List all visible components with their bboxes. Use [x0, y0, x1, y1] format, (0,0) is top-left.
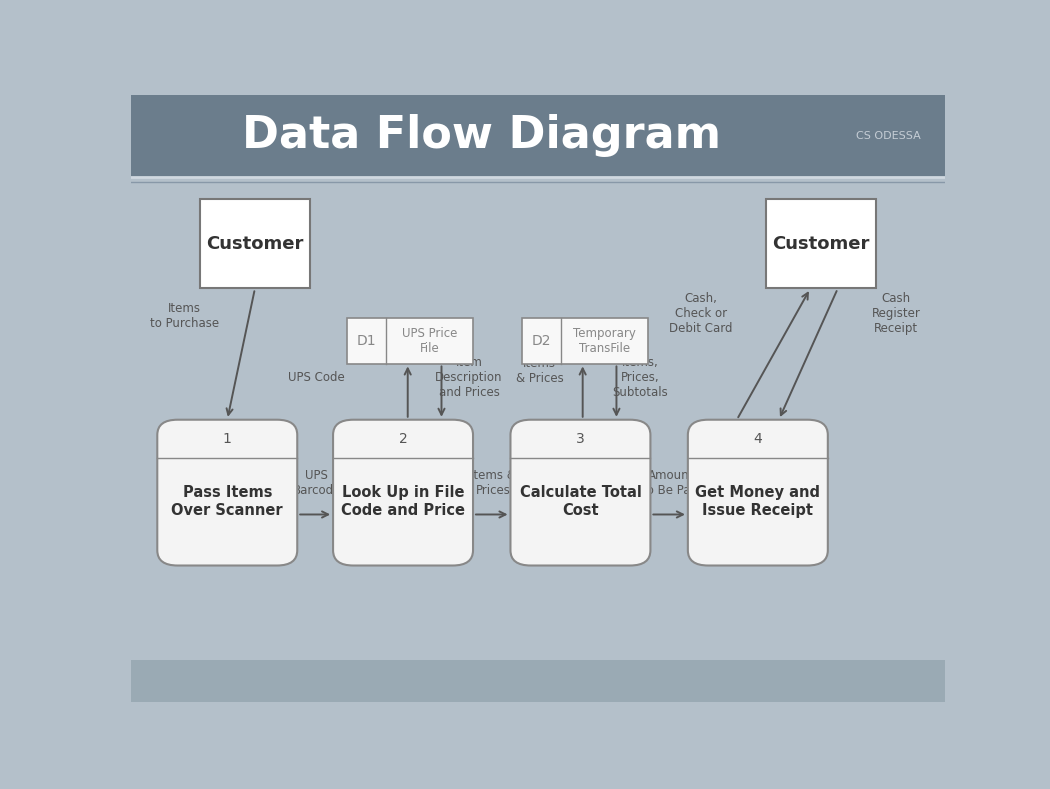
Text: Data Flow Diagram: Data Flow Diagram — [242, 114, 720, 157]
Text: CS ODESSA: CS ODESSA — [856, 131, 921, 140]
Text: Items
to Purchase: Items to Purchase — [149, 302, 218, 331]
FancyBboxPatch shape — [333, 420, 472, 566]
Text: 3: 3 — [576, 432, 585, 446]
Text: 1: 1 — [223, 432, 232, 446]
Text: Customer: Customer — [773, 234, 870, 252]
Bar — [131, 95, 945, 177]
FancyBboxPatch shape — [688, 420, 827, 566]
Text: Cash,
Check or
Debit Card: Cash, Check or Debit Card — [669, 292, 733, 335]
Text: 2: 2 — [399, 432, 407, 446]
Text: UPS Code: UPS Code — [289, 371, 345, 383]
Text: Items,
Prices,
Subtotals: Items, Prices, Subtotals — [612, 356, 668, 398]
Text: Get Money and
Issue Receipt: Get Money and Issue Receipt — [695, 485, 820, 518]
Bar — [131, 660, 945, 702]
Text: Customer: Customer — [206, 234, 303, 252]
FancyBboxPatch shape — [158, 420, 297, 566]
FancyBboxPatch shape — [200, 199, 310, 289]
FancyBboxPatch shape — [522, 318, 648, 364]
FancyBboxPatch shape — [510, 420, 650, 566]
Text: Calculate Total
Cost: Calculate Total Cost — [520, 485, 642, 518]
Text: UPS Price
File: UPS Price File — [402, 327, 457, 355]
Text: Items &
Prices: Items & Prices — [470, 469, 517, 498]
Text: D1: D1 — [357, 334, 376, 348]
FancyBboxPatch shape — [766, 199, 877, 289]
Text: D2: D2 — [531, 334, 551, 348]
Text: Amount
to Be Paid: Amount to Be Paid — [642, 469, 701, 498]
Text: Look Up in File
Code and Price: Look Up in File Code and Price — [341, 485, 465, 518]
FancyBboxPatch shape — [346, 318, 472, 364]
Text: UPS
Barcode: UPS Barcode — [293, 469, 341, 498]
Text: Pass Items
Over Scanner: Pass Items Over Scanner — [171, 485, 284, 518]
Text: Items
& Prices: Items & Prices — [516, 357, 564, 385]
Text: 4: 4 — [754, 432, 762, 446]
Text: Cash
Register
Receipt: Cash Register Receipt — [872, 292, 921, 335]
Text: Temporary
TransFile: Temporary TransFile — [573, 327, 636, 355]
Text: Item
Description
and Prices: Item Description and Prices — [435, 356, 503, 398]
